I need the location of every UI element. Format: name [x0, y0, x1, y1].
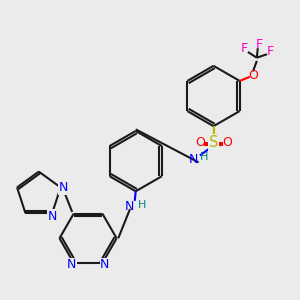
- Text: O: O: [195, 136, 205, 149]
- Text: H: H: [138, 200, 146, 210]
- Text: F: F: [241, 42, 248, 55]
- Text: F: F: [256, 38, 263, 51]
- Text: N: N: [100, 258, 110, 271]
- Text: O: O: [222, 136, 232, 149]
- Text: O: O: [248, 69, 258, 82]
- Text: N: N: [59, 181, 68, 194]
- Text: N: N: [67, 258, 76, 271]
- Text: N: N: [189, 153, 198, 166]
- Text: F: F: [267, 46, 274, 59]
- Text: N: N: [125, 200, 134, 213]
- Text: N: N: [48, 210, 57, 223]
- Text: H: H: [200, 152, 208, 162]
- Text: S: S: [209, 135, 218, 150]
